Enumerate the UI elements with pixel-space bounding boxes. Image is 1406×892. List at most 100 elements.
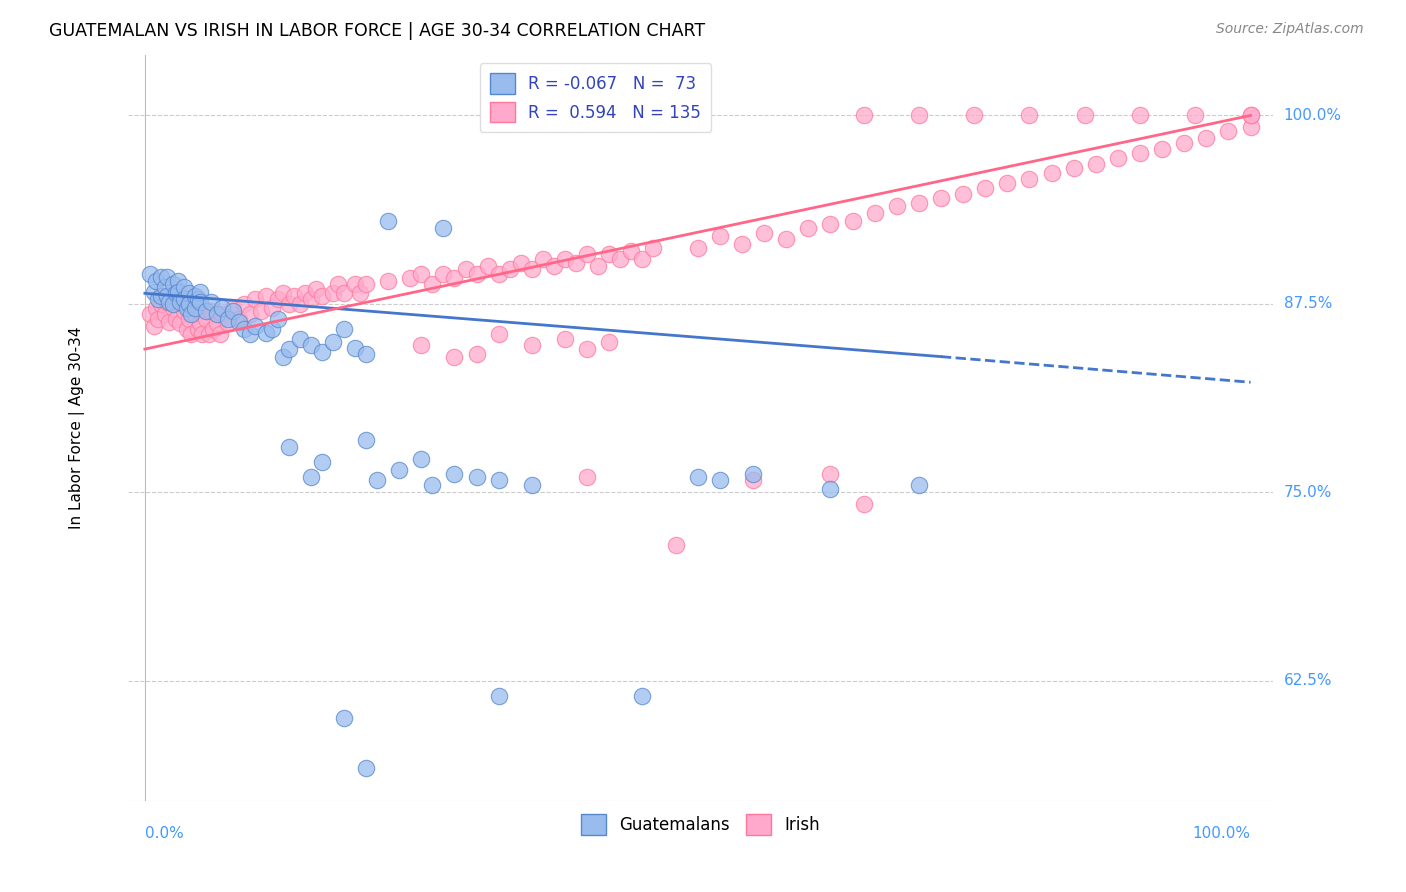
Point [995,176,1018,190]
Point [266,312,288,326]
Point [454,262,477,277]
Point [488,267,510,281]
Point [775,232,797,246]
Point [952,186,974,201]
Point [477,259,499,273]
Point [194,312,217,326]
Point [167,285,190,299]
Point [354,277,377,292]
Point [1129,146,1152,161]
Point [576,470,599,484]
Point [260,301,283,316]
Point [211,301,233,316]
Point [411,267,433,281]
Point [173,304,195,318]
Point [277,440,299,454]
Point [797,221,820,235]
Point [543,259,565,273]
Point [576,247,599,261]
Point [1239,108,1261,122]
Point [153,307,176,321]
Point [277,342,299,356]
Text: 87.5%: 87.5% [1284,296,1331,311]
Point [245,319,267,334]
Point [233,322,256,336]
Point [162,297,184,311]
Point [531,252,554,266]
Point [173,280,195,294]
Point [150,269,173,284]
Point [187,293,209,307]
Point [520,337,543,351]
Point [205,307,228,321]
Point [509,256,531,270]
Point [153,280,176,294]
Point [167,293,190,307]
Point [488,326,510,341]
Point [1239,108,1261,122]
Point [643,241,665,255]
Point [222,301,245,316]
Point [432,267,454,281]
Point [343,341,366,355]
Point [586,259,609,273]
Text: 0.0%: 0.0% [145,826,184,841]
Point [1107,151,1129,165]
Point [283,289,305,303]
Point [1018,171,1040,186]
Point [820,467,842,482]
Point [443,350,465,364]
Point [145,301,167,316]
Point [256,326,278,340]
Point [598,247,620,261]
Point [841,214,863,228]
Point [1084,156,1107,170]
Point [1073,108,1095,122]
Point [411,337,433,351]
Point [177,286,200,301]
Text: 100.0%: 100.0% [1284,108,1341,123]
Point [311,345,333,359]
Point [349,286,371,301]
Point [169,317,191,331]
Text: 62.5%: 62.5% [1284,673,1333,689]
Point [820,483,842,497]
Point [465,267,488,281]
Point [200,295,222,310]
Text: 75.0%: 75.0% [1284,484,1331,500]
Text: Source: ZipAtlas.com: Source: ZipAtlas.com [1216,22,1364,37]
Point [354,346,377,360]
Point [183,301,205,316]
Point [631,689,654,703]
Point [377,274,399,288]
Point [156,269,179,284]
Text: In Labor Force | Age 30-34: In Labor Force | Age 30-34 [69,327,84,530]
Point [752,226,775,240]
Point [146,312,169,326]
Text: 100.0%: 100.0% [1192,826,1250,841]
Point [499,262,522,277]
Legend: Guatemalans, Irish: Guatemalans, Irish [574,808,827,841]
Point [731,236,754,251]
Point [188,317,211,331]
Point [488,473,510,487]
Point [520,477,543,491]
Point [420,277,443,292]
Point [520,262,543,277]
Point [333,711,356,725]
Point [686,470,709,484]
Point [299,470,322,484]
Point [299,293,322,307]
Point [974,181,997,195]
Point [820,217,842,231]
Point [631,252,654,266]
Point [299,337,322,351]
Point [146,293,169,307]
Point [333,322,356,336]
Point [354,433,377,447]
Point [228,312,250,326]
Point [1195,131,1218,145]
Point [322,334,344,349]
Point [183,307,205,321]
Point [343,277,366,292]
